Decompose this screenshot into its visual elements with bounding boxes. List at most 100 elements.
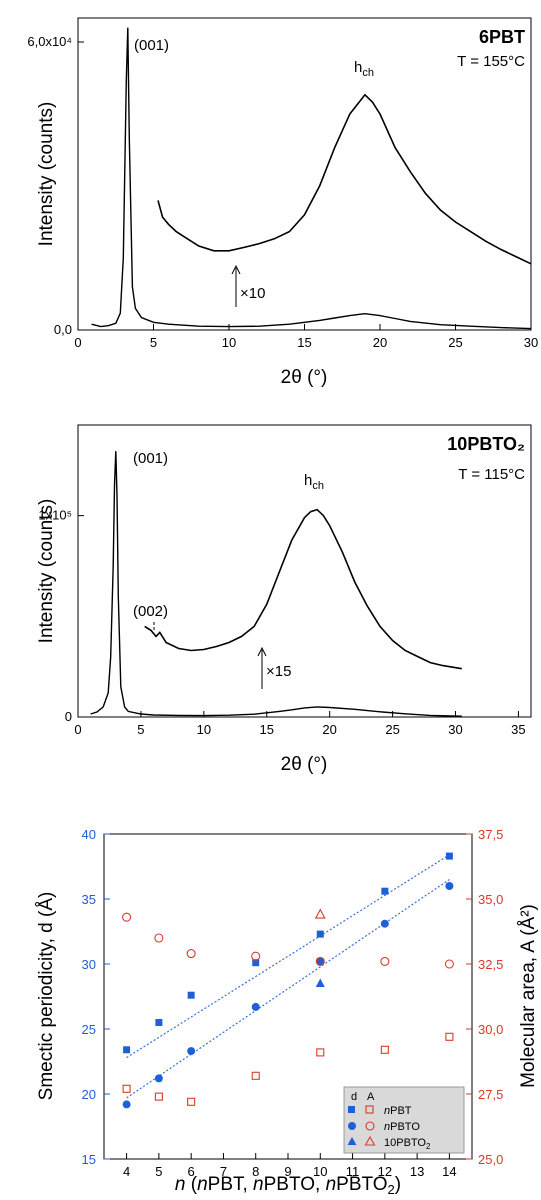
y-tick-label: 40 <box>82 827 96 842</box>
y-tick-label: 15 <box>82 1152 96 1167</box>
y-tick-label: 0 <box>65 709 72 724</box>
y-axis-label: Intensity (counts) <box>36 499 57 644</box>
y-tick-label: 1x10⁵ <box>38 508 72 523</box>
10pbto-a-point <box>314 908 326 919</box>
y2-tick-label: 37,5 <box>478 827 503 842</box>
x-axis-label: n (nPBT, nPBTO, nPBTO2) <box>175 1174 401 1197</box>
npbto-a-point <box>251 951 261 961</box>
x-axis-label: 2θ (°) <box>281 754 328 775</box>
x-tick-label: 7 <box>220 1164 227 1179</box>
npbt-a-point <box>380 1045 389 1054</box>
x-axis-label: 2θ (°) <box>281 367 328 388</box>
peak-002-label: (002) <box>133 603 168 620</box>
multiplier-arrow-head <box>257 646 267 657</box>
y2-tick-label: 35,0 <box>478 892 503 907</box>
npbto-a-point <box>444 959 454 969</box>
x-tick-label: 4 <box>123 1164 130 1179</box>
npbt-a-point <box>316 1048 325 1057</box>
npbt-a-point <box>187 1097 196 1106</box>
peak-001-label: (001) <box>133 450 168 467</box>
x-tick-label: 20 <box>373 335 387 350</box>
npbto-a-point <box>380 956 390 966</box>
x-tick-label: 15 <box>297 335 311 350</box>
x-tick-label: 9 <box>284 1164 291 1179</box>
chart-subtitle: T = 115°C <box>458 466 525 483</box>
y2-tick-label: 25,0 <box>478 1152 503 1167</box>
npbto-d-point <box>251 1002 260 1011</box>
y-tick-label: 20 <box>82 1087 96 1102</box>
halo-label: hch <box>354 59 374 79</box>
legend-label-npbto: nPBTO <box>384 1121 420 1133</box>
panel-periodicity: 4 5 6 7 8 9 10 11 12 13 14 15 20 25 30 35 40 25,0 27,5 30… <box>36 827 539 1197</box>
y-tick-label: 35 <box>82 892 96 907</box>
y-axis-label: Smectic periodicity, d (Å) <box>36 892 57 1101</box>
npbto-a-point <box>122 912 132 922</box>
chart-title: 6PBT <box>479 27 525 47</box>
npbt-a-point <box>122 1084 131 1093</box>
x-tick-label: 25 <box>385 722 399 737</box>
peak-001-label: (001) <box>134 37 169 54</box>
legend-header-d: d <box>351 1091 357 1103</box>
linear-fit-line <box>126 879 450 1099</box>
x-tick-label: 5 <box>137 722 144 737</box>
pattern-base-curve <box>91 27 532 330</box>
npbt-a-point <box>445 1032 454 1041</box>
x-tick-label: 35 <box>511 722 525 737</box>
y2-tick-label: 30,0 <box>478 1022 503 1037</box>
x-tick-label: 5 <box>150 335 157 350</box>
pattern-magnified-curve <box>144 508 462 670</box>
chart-title: 10PBTO₂ <box>447 434 525 454</box>
y2-axis-label: Molecular area, A (Å²) <box>518 904 539 1088</box>
y-tick-label: 6,0x10⁴ <box>27 34 72 49</box>
legend-box <box>343 1086 465 1154</box>
chart-subtitle: T = 155°C <box>457 53 525 70</box>
x-tick-label: 0 <box>74 335 81 350</box>
linear-fit-line <box>126 854 450 1059</box>
x-tick-label: 0 <box>74 722 81 737</box>
x-tick-label: 11 <box>346 1164 360 1179</box>
x-tick-label: 8 <box>252 1164 259 1179</box>
pattern-magnified-curve <box>157 93 532 265</box>
npbto-d-point <box>154 1074 163 1083</box>
npbto-d-point <box>380 919 389 928</box>
legend-marker-npbt-a <box>365 1105 374 1114</box>
y-tick-label: 0,0 <box>54 322 72 337</box>
legend-marker-10pbto2-a <box>364 1135 376 1146</box>
y2-tick-label: 32,5 <box>478 957 503 972</box>
npbt-a-point <box>154 1092 163 1101</box>
panel-6pbt: 0 5 10 15 20 25 30 0,0 6,0x10⁴ 6PBT T = 155°C (… <box>27 17 538 388</box>
y2-tick-label: 27,5 <box>478 1087 503 1102</box>
legend-label-10pbto2: 10PBTO2 <box>384 1137 431 1151</box>
legend-header-a: A <box>367 1091 375 1103</box>
legend-marker-npbto-a <box>365 1121 375 1131</box>
x-tick-label: 12 <box>378 1164 392 1179</box>
legend-marker-10pbto2-d <box>347 1137 357 1145</box>
halo-label: hch <box>304 472 324 492</box>
legend-marker-npbto-d <box>348 1122 356 1130</box>
x-tick-label: 20 <box>322 722 336 737</box>
npbt-d-point <box>445 852 453 860</box>
10pbto-d-point <box>315 978 325 987</box>
npbto-a-point <box>315 956 325 966</box>
legend-marker-npbt-d <box>348 1106 355 1113</box>
x-tick-label: 5 <box>155 1164 162 1179</box>
x-tick-label: 30 <box>524 335 538 350</box>
npbt-d-point <box>252 959 260 967</box>
x-tick-label: 6 <box>188 1164 195 1179</box>
x-tick-label: 10 <box>222 335 236 350</box>
multiplier-arrow-head <box>231 264 241 275</box>
x-tick-label: 15 <box>260 722 274 737</box>
npbt-d-point <box>316 930 324 938</box>
x-tick-label: 10 <box>197 722 211 737</box>
x-tick-label: 30 <box>448 722 462 737</box>
x-tick-label: 13 <box>410 1164 424 1179</box>
npbto-d-point <box>187 1047 196 1056</box>
plot-frame <box>77 424 532 718</box>
multiplier-label: ×15 <box>266 663 291 680</box>
legend: d A nPBT nPBTO 10PBTO2 <box>343 1086 465 1154</box>
npbt-d-point <box>155 1019 163 1026</box>
npbto-a-point <box>154 933 164 943</box>
npbt-d-point <box>381 887 389 895</box>
